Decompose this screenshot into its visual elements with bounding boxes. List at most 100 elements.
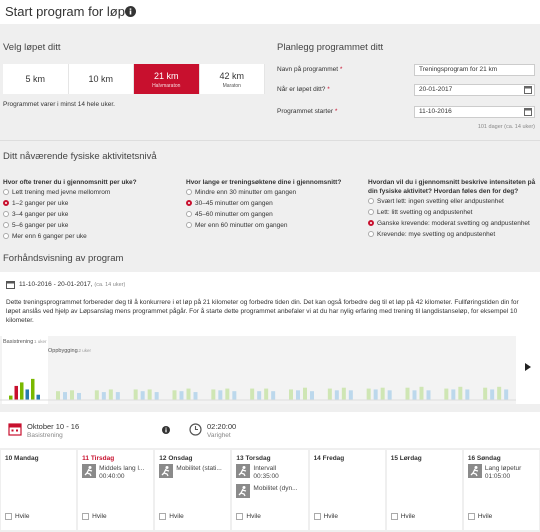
glyph-body [161,468,170,477]
preview-dates: 11-10-2016 - 20-01-2017, (ca. 14 uker) [19,281,125,288]
radio-button[interactable] [3,233,9,239]
build-bar [140,391,145,400]
race-option[interactable]: 10 km [68,64,134,94]
build-bar [56,391,60,400]
activity-icon[interactable] [236,484,251,498]
radio-button[interactable] [186,200,192,206]
runner-glyph [238,486,247,497]
page-title: Start program for løp [5,4,125,19]
next-button[interactable] [516,336,540,404]
duration-hint: 101 dager (ca. 14 uker) [477,124,535,130]
radio-button[interactable] [368,220,374,226]
glyph-head [242,466,246,469]
activity-icon[interactable] [467,464,482,478]
week-total: 02:20:00 [207,422,237,431]
activity-icon[interactable] [236,464,251,478]
day-column: 10 Mandag Hvile [1,450,77,530]
build-bar [451,389,456,400]
rest-checkbox[interactable] [313,513,321,520]
day-name: 11 Tirsdag [82,455,115,462]
input-field[interactable]: 20-01-2017 [414,84,535,96]
day-name: 10 Mandag [5,455,39,462]
required-marker: * [339,66,343,73]
info-icon[interactable] [125,6,136,17]
divider [0,140,540,141]
race-option[interactable]: 21 km Halvmaraton [134,64,200,94]
build-bar [303,387,307,400]
radio-button[interactable] [3,200,9,206]
race-option[interactable]: 5 km [3,64,69,94]
activity-icon[interactable] [159,464,174,478]
build-bar [193,392,198,400]
input-field[interactable]: Treningsprogram for 21 km [414,64,535,76]
phase-name: Basistrening [3,339,33,345]
phase-length: 12 uker [76,348,92,353]
day-column: 15 Lørdag Hvile [386,450,462,530]
activity-title[interactable]: Intervall [253,465,277,472]
chart-background [0,336,540,404]
radio-button[interactable] [368,231,374,237]
activity-time: 00:35:00 [253,473,279,480]
activity-title[interactable]: Mobilitet (stati... [176,465,222,472]
race-distance: 5 km [25,74,45,84]
field-label: Navn på programmet * [277,66,342,73]
info-icon[interactable] [162,426,170,434]
radio-button[interactable] [3,189,9,195]
radio-button[interactable] [186,211,192,217]
basis-bar [20,382,24,400]
build-bar [405,387,410,400]
rest-checkbox[interactable] [82,513,90,520]
radio-label: 5–6 ganger per uke [12,221,69,229]
radio-button[interactable] [368,209,374,215]
radio-button[interactable] [3,211,9,217]
radio-label: Krevende: mye svetting og andpustenhet [377,230,496,238]
rest-checkbox[interactable] [236,513,244,520]
rest-label: Hvile [15,513,30,520]
calendar-top [524,86,532,89]
build-bar [483,387,488,400]
rest-label: Hvile [477,513,493,520]
field-label-text: Programmet starter [277,108,333,115]
rest-checkbox[interactable] [159,513,167,520]
build-bar [412,390,417,400]
day-column: 13 Torsdag Intervall 00:35:00 Mobilitet (dy… [232,450,308,530]
phase-length: 1 uker [34,339,47,344]
rest-checkbox[interactable] [5,513,12,520]
activity-title[interactable]: Middels lang l... [99,465,145,472]
radio-button[interactable] [368,198,374,204]
field-label: Når er løpet ditt? * [277,86,330,93]
build-bar [426,390,431,400]
glyph-body [84,468,93,477]
question: Hvordan vil du i gjennomsnitt beskrive i… [368,179,536,195]
glyph-body [238,488,247,497]
build-bar [172,390,177,400]
next-arrow[interactable] [525,363,531,371]
build-bar [348,390,353,400]
radio-button[interactable] [186,222,192,228]
build-bar [211,389,216,400]
activity-title[interactable]: Lang løpetur [484,465,522,472]
input-field[interactable]: 11-10-2016 [414,106,535,118]
day-name: 12 Onsdag [159,455,193,462]
rest-checkbox[interactable] [390,513,398,520]
radio-button[interactable] [186,189,192,195]
week-total-label: Varighet [207,432,231,439]
day-name: 14 Fredag [313,455,345,462]
activity-icon[interactable] [82,464,97,478]
build-bar [366,388,371,400]
week-summary: Oktober 10 - 16 Basistrening 02:20:00 Va… [0,412,540,448]
required-marker: * [327,86,330,93]
race-option[interactable]: 42 km Maraton [199,64,265,94]
activity-title[interactable]: Mobilitet (dyn... [253,485,298,492]
race-note: Programmet varer i minst 14 hele uker. [3,101,115,108]
build-bar [225,388,230,400]
rest-checkbox[interactable] [467,513,475,520]
radio-label: Mindre enn 30 minutter om gangen [195,188,297,196]
calendar-button[interactable] [524,108,532,116]
day-column: 12 Onsdag Mobilitet (stati... Hvile [155,450,231,530]
section-heading: Velg løpet ditt [3,42,61,53]
race-subtitle: Halvmaraton [152,83,181,89]
radio-button[interactable] [3,222,9,228]
calendar-button[interactable] [524,86,532,94]
